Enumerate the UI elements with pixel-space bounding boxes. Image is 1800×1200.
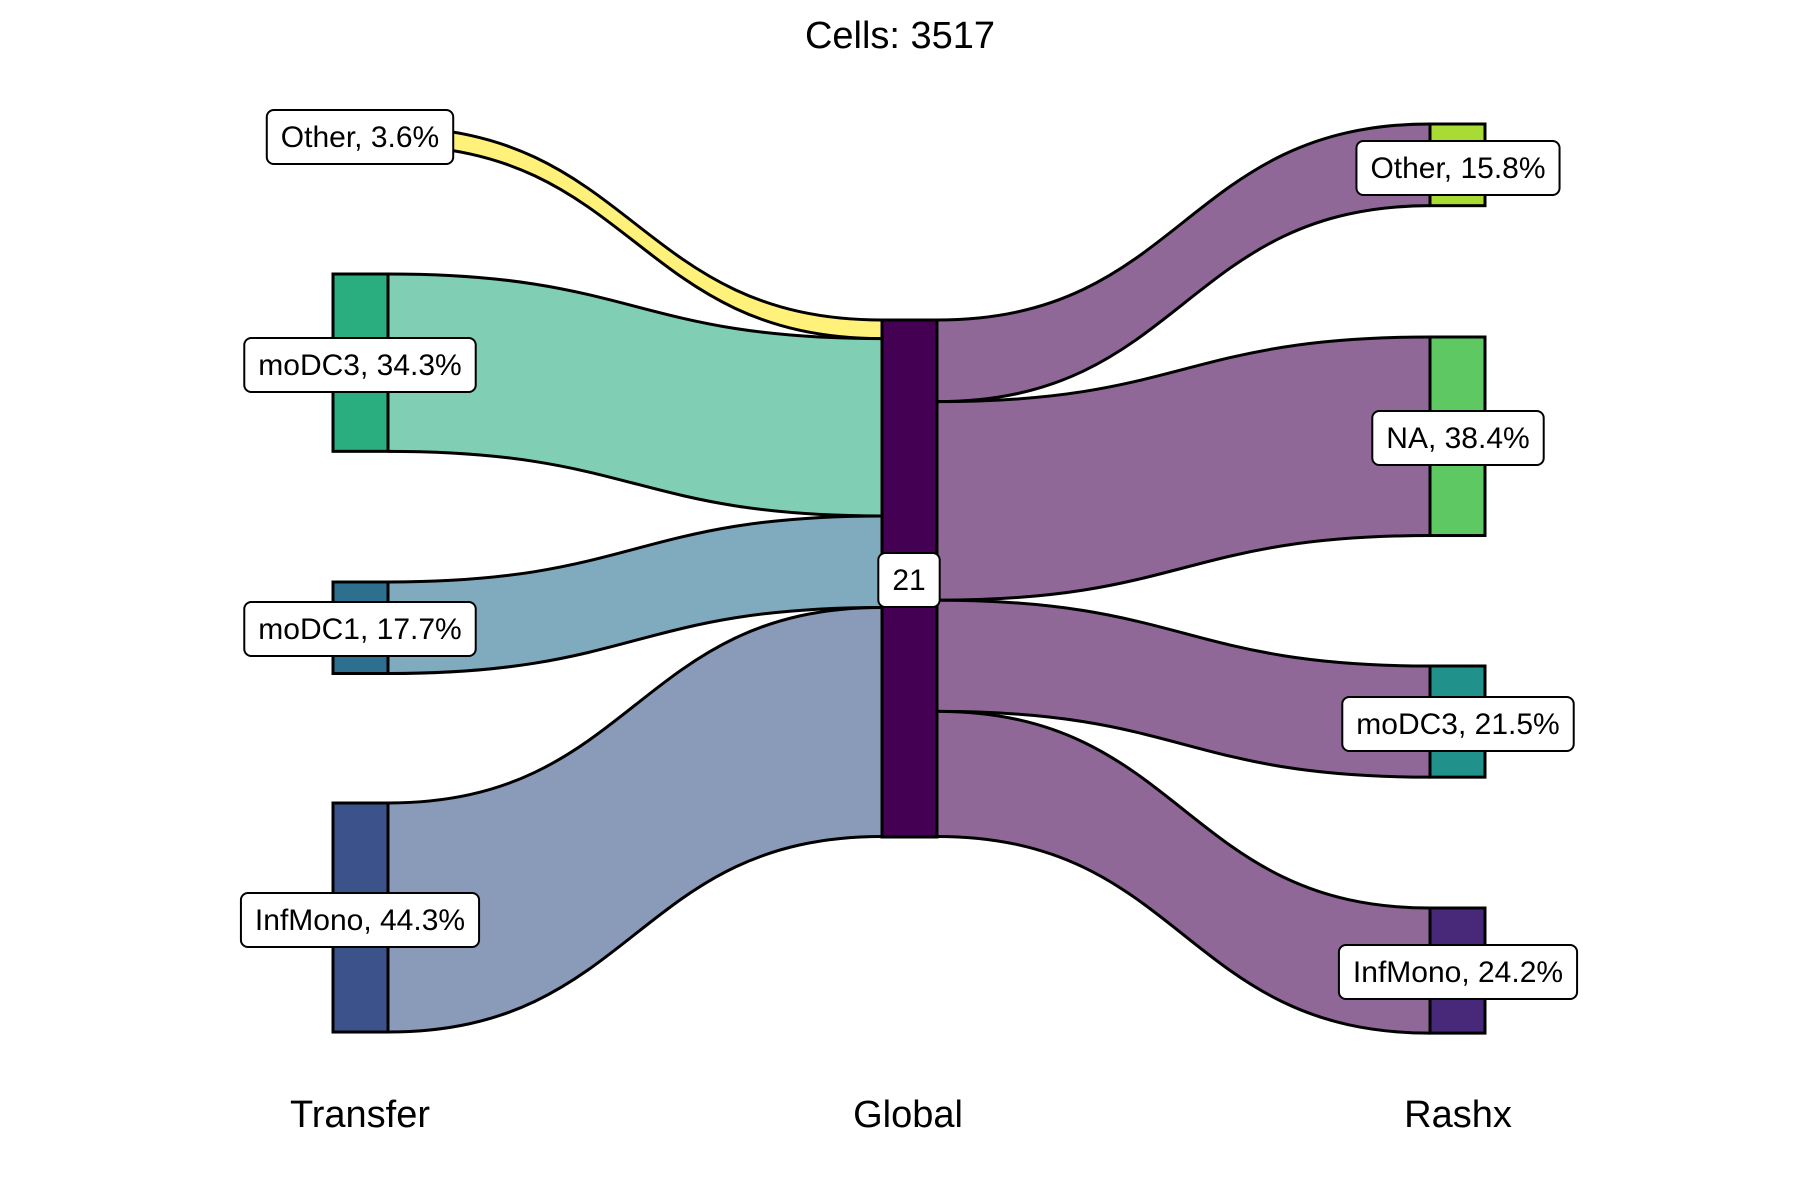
flow-transfer-infmono: [387, 605, 883, 1034]
label-rashx-modc3: moDC3, 21.5%: [1341, 696, 1575, 752]
label-global-21: 21: [877, 552, 941, 608]
axis-label-global: Global: [853, 1094, 963, 1136]
svg-text:moDC3, 34.3%: moDC3, 34.3%: [258, 349, 461, 382]
axis-labels: Transfer Global Rashx: [290, 1094, 1512, 1136]
label-rashx-infmono: InfMono, 24.2%: [1337, 944, 1579, 1000]
labels-layer: Other, 3.6% moDC3, 34.3% moDC1, 17.7% InfMo…: [239, 109, 1579, 1000]
label-rashx-na: NA, 38.4%: [1371, 410, 1545, 466]
svg-text:InfMono, 24.2%: InfMono, 24.2%: [1353, 956, 1563, 989]
svg-text:Other, 3.6%: Other, 3.6%: [281, 121, 439, 154]
flow-rashx-infmono: [936, 709, 1431, 1035]
flow-transfer-modc3: [387, 272, 883, 518]
axis-label-transfer: Transfer: [290, 1094, 430, 1136]
svg-text:21: 21: [892, 564, 925, 597]
svg-text:moDC3, 21.5%: moDC3, 21.5%: [1356, 708, 1559, 741]
flow-rashx-na: [936, 335, 1431, 602]
flows-layer: [387, 122, 1431, 1035]
svg-text:moDC1, 17.7%: moDC1, 17.7%: [258, 613, 461, 646]
label-transfer-modc3: moDC3, 34.3%: [243, 337, 477, 393]
label-rashx-other: Other, 15.8%: [1355, 140, 1561, 196]
flow-transfer-modc1: [387, 514, 883, 676]
svg-text:Other, 15.8%: Other, 15.8%: [1370, 152, 1545, 185]
flow-transfer-other: [387, 125, 883, 341]
label-transfer-modc1: moDC1, 17.7%: [243, 601, 477, 657]
chart-title: Cells: 3517: [805, 15, 995, 57]
flow-rashx-other: [936, 122, 1431, 404]
svg-text:NA, 38.4%: NA, 38.4%: [1386, 422, 1529, 455]
label-transfer-other: Other, 3.6%: [265, 109, 455, 165]
flow-rashx-modc3: [936, 598, 1431, 779]
axis-label-rashx: Rashx: [1404, 1094, 1512, 1136]
svg-text:InfMono, 44.3%: InfMono, 44.3%: [255, 904, 465, 937]
label-transfer-infmono: InfMono, 44.3%: [239, 892, 481, 948]
